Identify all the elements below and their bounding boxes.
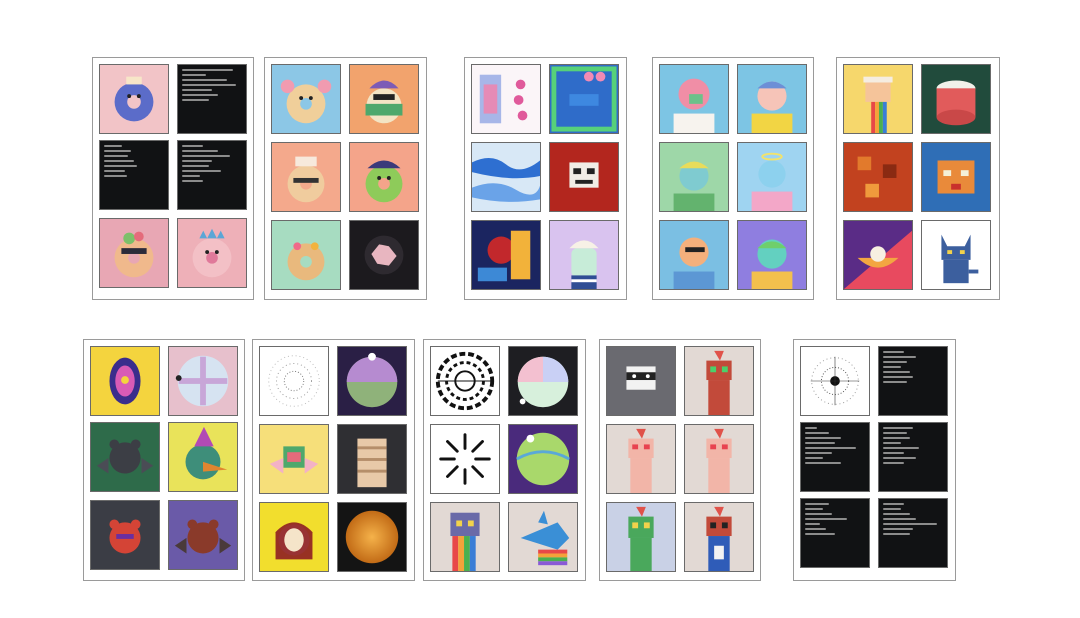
art-tile-bat-bear-green xyxy=(90,422,160,492)
sheet-generative xyxy=(252,339,415,581)
text-tile xyxy=(177,140,247,210)
art-tile-donut-mint xyxy=(271,220,341,290)
art-tile-blue-cat xyxy=(921,220,991,290)
art-tile-green-globe xyxy=(508,424,578,494)
art-tile-donut-crown xyxy=(177,218,247,288)
art-tile-blue-glitch xyxy=(471,142,541,212)
art-tile-donut-green-pirate xyxy=(349,142,419,212)
art-tile-viking-character xyxy=(549,220,619,290)
sheet-towers xyxy=(599,339,761,581)
art-tile-pink-tower xyxy=(606,424,676,494)
art-tile-cap-character xyxy=(737,64,807,134)
art-tile-dark-flower xyxy=(349,220,419,290)
art-tile-donut-cat xyxy=(271,142,341,212)
art-tile-angel-character xyxy=(259,424,329,494)
sheet-donut-metadata xyxy=(92,57,254,300)
art-tile-blue-tower xyxy=(684,502,754,572)
art-tile-red-devil xyxy=(259,502,329,572)
sheet-generative-metadata xyxy=(793,339,956,581)
art-tile-pastel-venn xyxy=(508,346,578,416)
art-tile-red-bear xyxy=(90,500,160,570)
art-tile-rainbow-vomit xyxy=(843,64,913,134)
text-tile xyxy=(800,498,870,568)
text-tile xyxy=(99,140,169,210)
sheet-circles xyxy=(423,339,586,581)
art-tile-orange-orb xyxy=(337,502,407,572)
art-tile-shark-rainbow xyxy=(508,502,578,572)
art-tile-robot-rainbow xyxy=(430,502,500,572)
art-tile-donut-blue xyxy=(99,64,169,134)
art-tile-dot-mandala xyxy=(259,346,329,416)
art-tile-red-mask xyxy=(549,142,619,212)
art-tile-sushi xyxy=(921,64,991,134)
art-tile-watercolor xyxy=(471,64,541,134)
art-tile-noodle-bowl xyxy=(843,220,913,290)
text-tile xyxy=(177,64,247,134)
art-tile-green-tower xyxy=(606,502,676,572)
art-tile-donut-sunglasses xyxy=(99,218,169,288)
sheet-bears xyxy=(83,339,245,581)
art-tile-pixel-face-yellow xyxy=(90,346,160,416)
art-tile-pastel-circle xyxy=(168,346,238,416)
art-tile-orange-mosaic xyxy=(843,142,913,212)
text-tile xyxy=(800,422,870,492)
art-tile-shades-character xyxy=(659,220,729,290)
art-tile-raccoon-collage xyxy=(606,346,676,416)
text-tile xyxy=(878,346,948,416)
art-tile-brown-bat-bear xyxy=(168,500,238,570)
art-tile-mummy xyxy=(337,424,407,494)
art-tile-bw-starburst xyxy=(430,424,500,494)
art-tile-blue-pattern xyxy=(549,64,619,134)
sheet-abstract xyxy=(464,57,627,300)
art-tile-bw-rings xyxy=(430,346,500,416)
art-tile-donut-pigtails xyxy=(271,64,341,134)
art-tile-dot-burst xyxy=(800,346,870,416)
art-tile-dark-collage xyxy=(471,220,541,290)
text-tile xyxy=(878,498,948,568)
art-tile-beanie-character xyxy=(659,142,729,212)
art-tile-wizard-bird xyxy=(168,422,238,492)
art-tile-pink-tower-2 xyxy=(684,424,754,494)
sheet-characters xyxy=(652,57,814,300)
sheet-pixel-art xyxy=(836,57,1000,300)
art-tile-red-tower xyxy=(684,346,754,416)
art-tile-tiger xyxy=(921,142,991,212)
text-tile xyxy=(878,422,948,492)
art-tile-donut-bucket-hat xyxy=(349,64,419,134)
art-tile-halo-character xyxy=(737,142,807,212)
art-tile-green-hair-character xyxy=(737,220,807,290)
art-tile-color-circle-dark xyxy=(337,346,407,416)
sheet-donuts xyxy=(264,57,427,300)
art-tile-pink-mask-character xyxy=(659,64,729,134)
